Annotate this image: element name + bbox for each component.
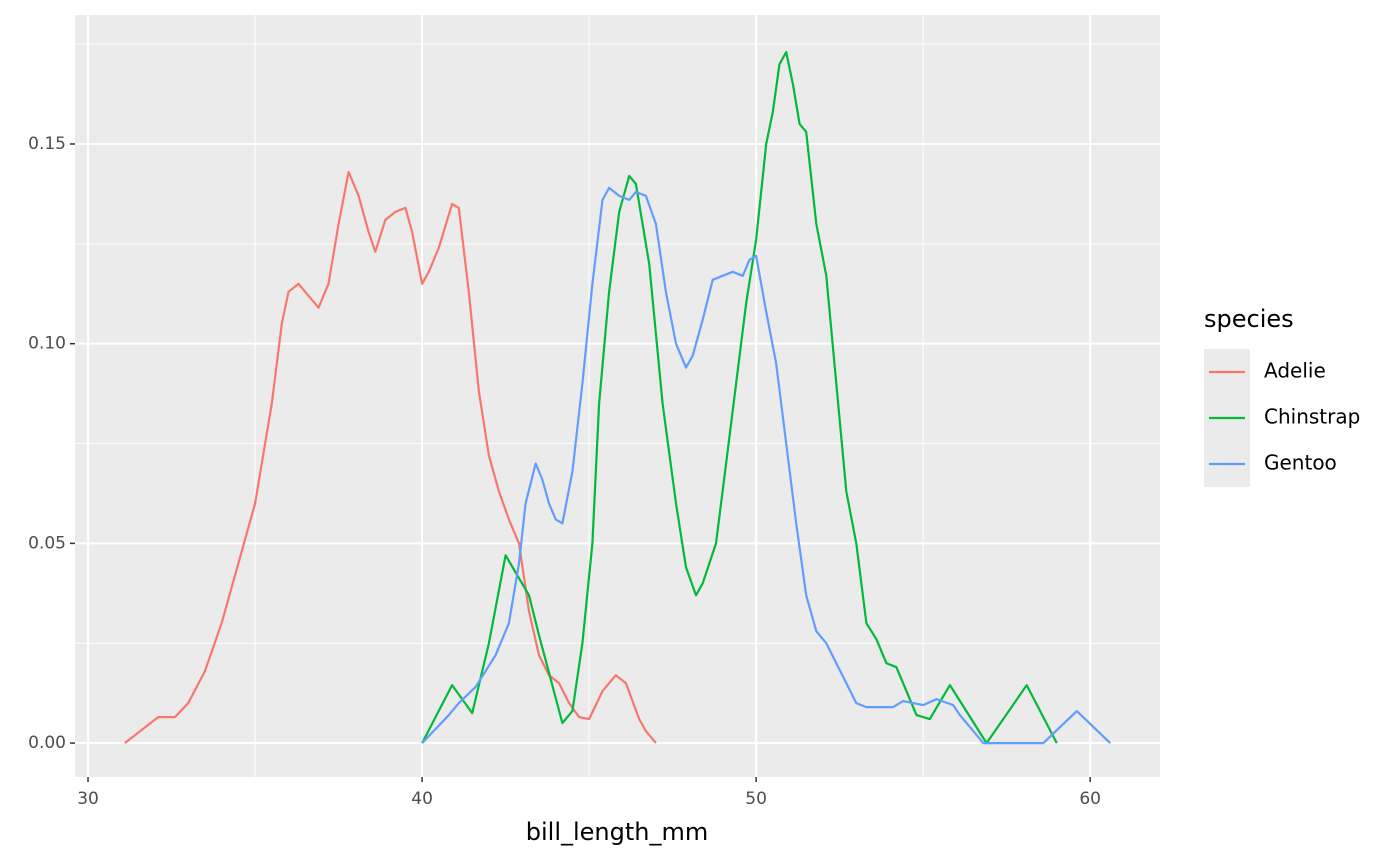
density-line bbox=[124, 170, 657, 744]
x-tick-label: 40 bbox=[411, 789, 433, 809]
legend-label: Gentoo bbox=[1264, 451, 1337, 475]
y-tick-label: 0.10 bbox=[28, 334, 66, 354]
legend-label: Adelie bbox=[1264, 359, 1326, 383]
density-line bbox=[421, 186, 1111, 745]
x-axis-title: bill_length_mm bbox=[526, 818, 709, 846]
y-tick-label: 0.15 bbox=[28, 134, 66, 154]
legend-label: Chinstrap bbox=[1264, 405, 1360, 429]
x-tick-label: 60 bbox=[1079, 789, 1101, 809]
y-tick-label: 0.05 bbox=[28, 533, 66, 553]
density-line bbox=[421, 51, 1058, 745]
x-tick-label: 30 bbox=[77, 789, 99, 809]
x-tick-label: 50 bbox=[745, 789, 767, 809]
y-tick-label: 0.00 bbox=[28, 733, 66, 753]
legend-title: species bbox=[1204, 305, 1294, 333]
panel bbox=[75, 15, 1160, 777]
